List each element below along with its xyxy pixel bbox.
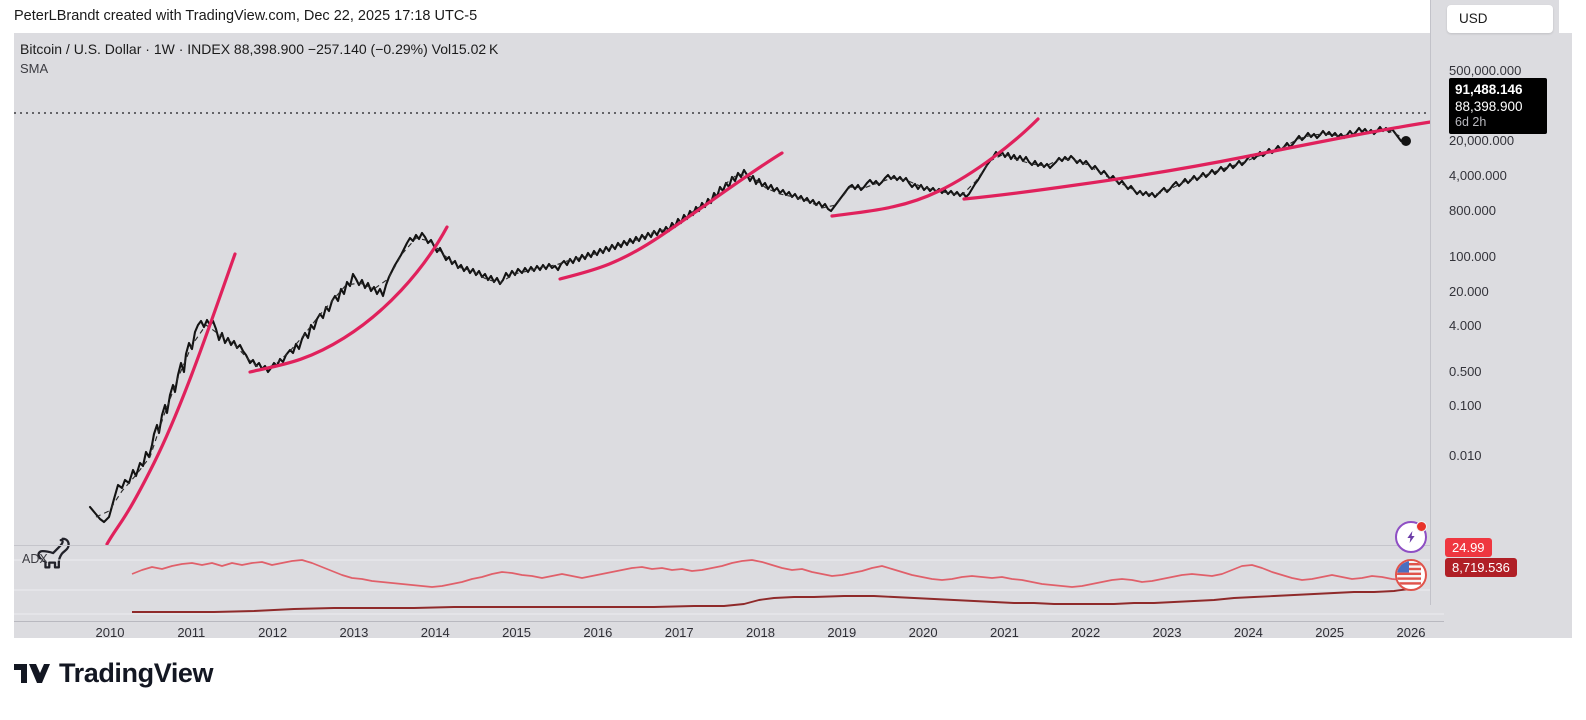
lightning-bolt-icon[interactable]: [1395, 521, 1427, 553]
us-flag-icon[interactable]: [1395, 559, 1427, 591]
parabolic-curve-4: [830, 117, 1040, 218]
time-tick-2021: 2021: [989, 625, 1019, 640]
adx-pane-title[interactable]: ADX: [22, 552, 48, 566]
time-axis[interactable]: 2010 2011 2012 2013 2014 2015 2016 2017 2018 2019…: [14, 621, 1444, 640]
price-tick-8: 0.500: [1449, 364, 1482, 379]
time-tick-2013: 2013: [339, 625, 369, 640]
last-price-marker: [1401, 136, 1411, 146]
adx-second-badge[interactable]: 8,719.536: [1445, 558, 1517, 577]
bolt-glyph: [1407, 531, 1415, 543]
adx-value-badge[interactable]: 24.99: [1445, 538, 1492, 557]
time-tick-2018: 2018: [746, 625, 775, 640]
price-tick-3: 4,000.000: [1449, 168, 1507, 183]
tradingview-mark-icon: [14, 664, 50, 683]
time-tick-2024: 2024: [1233, 625, 1263, 640]
price-pane[interactable]: [14, 33, 1444, 569]
time-tick-2015: 2015: [502, 625, 532, 640]
time-tick-2016: 2016: [583, 625, 613, 640]
legend-symbol-line[interactable]: Bitcoin / U.S. Dollar · 1W · INDEX 88,39…: [20, 41, 499, 57]
footer: TradingView: [0, 638, 1586, 720]
legend-indicator-sma[interactable]: SMA: [20, 61, 49, 76]
adx-line: [131, 559, 1410, 588]
tooltip-high: 91,488.146: [1455, 82, 1523, 97]
time-tick-2026: 2026: [1396, 625, 1426, 640]
time-tick-2025: 2025: [1315, 625, 1345, 640]
time-tick-2014: 2014: [420, 625, 450, 640]
chart-legend: Bitcoin / U.S. Dollar · 1W · INDEX 88,39…: [20, 41, 498, 77]
adx-secondary-line: [132, 588, 1410, 613]
price-tick-7: 4.000: [1449, 318, 1482, 333]
time-tick-2019: 2019: [827, 625, 857, 640]
parabolic-curve-5: [962, 119, 1439, 201]
time-tick-2017: 2017: [664, 625, 694, 640]
time-tick-2012: 2012: [258, 625, 288, 640]
tradingview-wordmark: TradingView: [59, 658, 214, 688]
tooltip-countdown: 6d 2h: [1455, 115, 1487, 129]
time-tick-2011: 2011: [177, 625, 206, 640]
time-tick-2022: 2022: [1071, 625, 1101, 640]
tooltip-price: 88,398.900: [1455, 99, 1523, 114]
price-chart-svg: [14, 112, 1444, 546]
price-tick-9: 0.100: [1449, 398, 1482, 413]
price-tick-10: 0.010: [1449, 448, 1482, 463]
adx-chart-svg: [14, 559, 1444, 615]
time-tick-2010: 2010: [95, 625, 125, 640]
notification-dot: [1416, 521, 1427, 532]
parabolic-curve-2: [248, 225, 449, 374]
price-tick-2: 20,000.000: [1449, 133, 1515, 148]
parabolic-curve-1: [105, 252, 237, 546]
adx-pane[interactable]: ADX: [14, 545, 1444, 621]
current-price-tooltip[interactable]: 91,488.146 88,398.900 6d 2h: [1449, 78, 1547, 134]
attribution-bar: PeterLBrandt created with TradingView.co…: [0, 0, 1586, 33]
chart-area[interactable]: Bitcoin / U.S. Dollar · 1W · INDEX 88,39…: [14, 33, 1572, 640]
tradingview-logo[interactable]: TradingView: [14, 658, 214, 689]
price-line: [88, 125, 1406, 524]
price-tick-6: 20.000: [1449, 284, 1489, 299]
currency-selector[interactable]: USD: [1447, 5, 1553, 33]
flag-glyph: [1397, 561, 1421, 585]
time-tick-2020: 2020: [908, 625, 938, 640]
price-axis[interactable]: USD 500,000.000 100,000.000 20,000.000 4…: [1430, 0, 1559, 605]
price-tick-5: 100.000: [1449, 249, 1496, 264]
parabolic-curve-3: [558, 151, 784, 281]
floating-badges: [1395, 521, 1427, 597]
price-tick-0: 500,000.000: [1449, 63, 1522, 78]
sma-line: [95, 128, 1405, 518]
price-tick-4: 800.000: [1449, 203, 1496, 218]
time-tick-2023: 2023: [1152, 625, 1182, 640]
